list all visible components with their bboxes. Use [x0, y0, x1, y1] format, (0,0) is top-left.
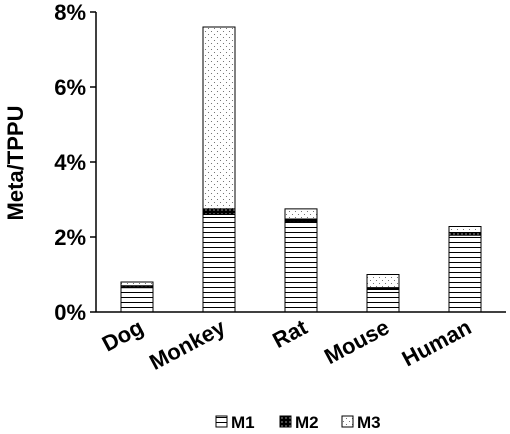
bar-segment-m1-rat [284, 221, 318, 313]
bars [120, 26, 482, 313]
bar-segment-m1-mouse [366, 289, 400, 313]
bar-segment-m1-dog [120, 287, 154, 313]
y-axis-label: Meta/TPPU [3, 106, 28, 221]
x-tick-label: Monkey [145, 314, 230, 375]
legend-label-m2: M2 [295, 413, 319, 432]
bar-segment-m2-monkey [202, 208, 236, 215]
legend-swatch-m2 [279, 415, 292, 428]
bar-segment-m1-human [448, 234, 482, 313]
y-tick-label: 2% [54, 225, 86, 250]
y-tick-label: 4% [54, 150, 86, 175]
legend-label-m1: M1 [231, 413, 255, 432]
legend: M1 M2 M3 [215, 413, 381, 432]
bar-segment-m3-human [448, 226, 482, 233]
x-tick-label: Human [398, 314, 476, 371]
x-tick-label: Rat [268, 314, 312, 353]
bar-segment-m3-monkey [202, 26, 236, 210]
bar-segment-m1-monkey [202, 214, 236, 313]
bar-segment-m3-mouse [366, 274, 400, 289]
y-tick-label: 6% [54, 75, 86, 100]
bar-segment-m3-dog [120, 281, 154, 287]
y-axis-ticks: 0% 2% 4% 6% 8% [54, 0, 96, 325]
y-tick-label: 0% [54, 300, 86, 325]
legend-label-m3: M3 [357, 413, 381, 432]
legend-swatch-m1 [215, 415, 228, 428]
y-tick-label: 8% [54, 0, 86, 25]
legend-swatch-m3 [341, 415, 354, 428]
bar-segment-m3-rat [284, 208, 318, 220]
x-tick-label: Mouse [320, 314, 393, 369]
x-tick-label: Dog [98, 314, 147, 356]
